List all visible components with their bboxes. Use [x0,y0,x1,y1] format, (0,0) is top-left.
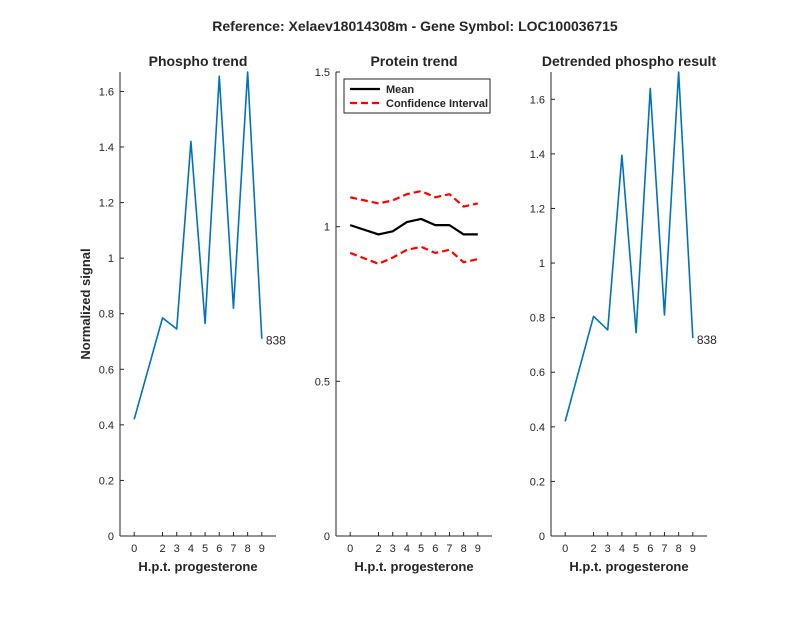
y-tick-label: 0 [108,531,114,543]
y-tick-label: 1.4 [99,142,114,154]
x-tick-label: 0 [562,543,568,555]
x-tick-label: 8 [461,543,467,555]
y-tick-label: 0.6 [99,364,114,376]
x-tick-label: 8 [245,543,251,555]
x-tick-label: 4 [188,543,194,555]
panel-phospho-trend: 0 0.2 0.4 0.6 0.8 1 1.2 1.4 1.6 0 2 3 4 5 6 7 8 9 Phospho … [78,53,286,574]
y-tick-label: 0.8 [530,313,545,325]
x-tick-label: 9 [690,543,696,555]
y-tick-label: 1 [539,258,545,270]
x-tick-label: 0 [131,543,137,555]
y-tick-label: 1.2 [99,198,114,210]
y-tick-label: 0.6 [530,367,545,379]
x-tick-label: 6 [216,543,222,555]
y-tick-label: 1.4 [530,149,545,161]
legend-mean-label: Mean [386,84,414,96]
y-tick-label: 1.5 [315,67,330,79]
legend-ci-label: Confidence Interval [386,98,488,110]
x-tick-label: 5 [202,543,208,555]
x-tick-label: 4 [619,543,625,555]
series-end-label: 838 [697,333,717,347]
y-tick-label: 0.8 [99,309,114,321]
y-tick-label: 0 [324,531,330,543]
ci-lower-series-line [349,245,479,265]
x-tick-label: 4 [404,543,410,555]
panel-title: Protein trend [370,53,457,69]
x-tick-label: 2 [590,543,596,555]
panel-title: Detrended phospho result [542,53,717,69]
x-tick-label: 2 [375,543,381,555]
x-tick-label: 5 [633,543,639,555]
y-tick-label: 0.2 [99,475,114,487]
series-end-label: 838 [266,334,286,348]
y-tick-label: 0.4 [530,422,545,434]
y-tick-label: 0.5 [315,376,330,388]
figure-title: Reference: Xelaev18014308m - Gene Symbol… [212,18,618,34]
x-tick-label: 6 [432,543,438,555]
x-tick-label: 3 [605,543,611,555]
ci-upper-series-line [349,189,479,208]
x-tick-label: 7 [446,543,452,555]
x-tick-label: 7 [661,543,667,555]
x-tick-label: 6 [647,543,653,555]
y-tick-label: 1.2 [530,203,545,215]
y-tick-label: 1.6 [99,86,114,98]
x-tick-label: 8 [676,543,682,555]
x-tick-label: 2 [159,543,165,555]
x-tick-label: 3 [174,543,180,555]
y-tick-label: 1.6 [530,94,545,106]
y-tick-label: 1 [108,253,114,265]
y-tick-label: 1 [324,222,330,234]
y-axis-label: Normalized signal [78,248,93,359]
x-tick-label: 9 [259,543,265,555]
y-tick-label: 0.4 [99,420,114,432]
phospho-series-line [564,71,694,422]
x-tick-label: 0 [347,543,353,555]
y-tick-label: 0 [539,531,545,543]
panel-title: Phospho trend [149,53,248,69]
x-axis-label: H.p.t. progesterone [569,559,688,574]
x-tick-label: 9 [475,543,481,555]
panel-protein-trend: 0 0.5 1 1.5 0 2 3 4 5 6 7 8 9 Protein trend H.p.t. pro… [315,53,492,574]
x-tick-label: 3 [390,543,396,555]
legend: Mean Confidence Interval [343,78,491,114]
phospho-series-line [133,71,263,420]
x-axis-label: H.p.t. progesterone [354,559,473,574]
mean-series-line [349,217,478,236]
x-tick-label: 7 [230,543,236,555]
x-tick-label: 5 [418,543,424,555]
x-axis-label: H.p.t. progesterone [138,559,257,574]
y-tick-label: 0.2 [530,476,545,488]
legend-box [343,78,491,114]
panel-detrended-phospho-result: 0 0.2 0.4 0.6 0.8 1 1.2 1.4 1.6 0 2 3 4 5 6 7 8 9 Detrende… [530,53,717,574]
